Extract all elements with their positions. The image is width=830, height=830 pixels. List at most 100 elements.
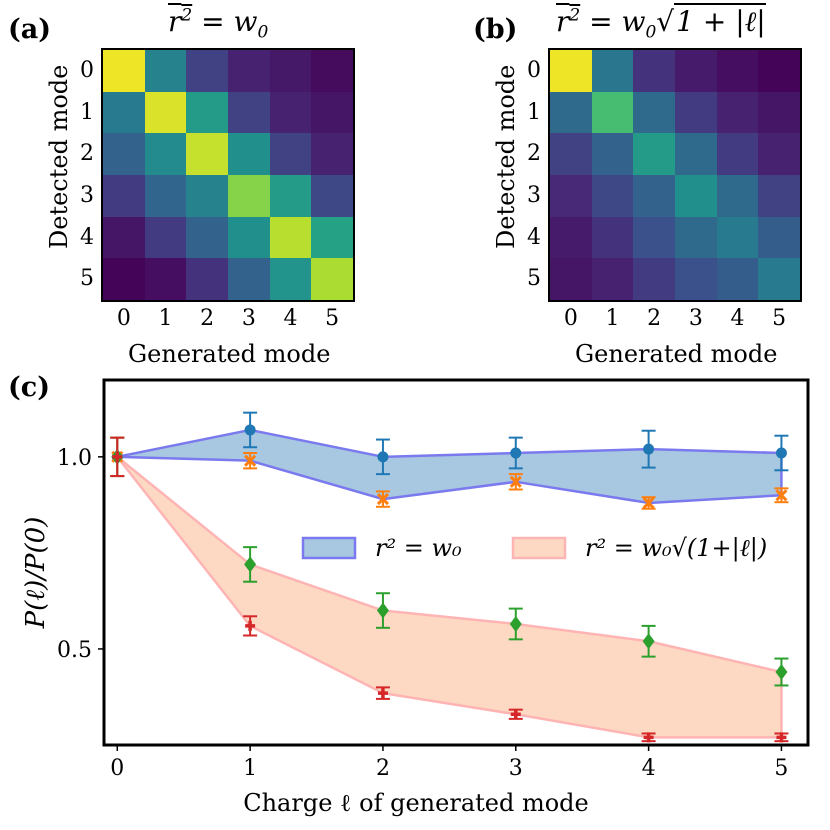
x-tick-label: 0	[110, 756, 124, 781]
heatmap-a-cell-0-3	[228, 50, 270, 92]
heatmap-b-cell-1-2	[633, 91, 675, 134]
blue-upper-point	[244, 424, 256, 436]
heatmap-a-cell-1-2	[186, 91, 228, 134]
heatmap-a-cell-4-0	[103, 216, 145, 259]
heatmap-b-xtick: 2	[647, 306, 662, 331]
heatmap-b-cell-5-5	[758, 258, 800, 300]
red-lower-point	[112, 451, 123, 462]
heatmap-b-cell-1-1	[591, 91, 634, 134]
heatmap-b-cell-0-4	[716, 50, 759, 92]
heatmap-a-cell-4-2	[186, 216, 228, 259]
heatmap-a-title: r2 = w0	[168, 5, 269, 43]
heatmap-b-title: r2 = w0√1 + |ℓ|	[556, 3, 766, 43]
heatmap-b-xtick: 1	[605, 306, 620, 331]
heatmap-a-cell-5-5	[311, 258, 353, 300]
heatmap-a-cell-2-2	[186, 133, 228, 175]
heatmap-a-cell-2-1	[144, 133, 187, 175]
heatmap-b-xtick: 0	[563, 306, 578, 331]
x-tick-label: 2	[376, 756, 390, 781]
heatmap-a-cell-2-4	[269, 133, 312, 175]
heatmap-a-cell-4-1	[144, 216, 187, 259]
heatmap-a-cell-1-4	[269, 91, 312, 134]
heatmap-b-cell-1-0	[550, 91, 592, 134]
orange-lower-point	[775, 489, 788, 502]
heatmap-b-cell-2-3	[675, 133, 717, 175]
y-tick-label: 0.5	[57, 638, 92, 663]
orange-lower-point	[376, 493, 390, 506]
heatmap-b-cell-3-0	[550, 175, 592, 217]
orange-lower-point	[509, 475, 522, 488]
heatmap-a-cell-1-0	[103, 91, 145, 134]
heatmap-a-ytick: 3	[80, 182, 94, 208]
heatmap-b-ytick: 1	[527, 99, 541, 125]
heatmap-b-cell-4-4	[716, 216, 759, 259]
heatmap-a-cell-4-3	[228, 216, 270, 259]
x-tick-label: 1	[243, 756, 257, 781]
heatmap-a-ytick: 5	[80, 266, 94, 292]
heatmap-a-xtick: 4	[283, 306, 298, 331]
heatmap-b-xtick: 4	[730, 306, 745, 331]
heatmap-a-cell-1-1	[144, 91, 187, 134]
heatmap-a-cell-5-3	[228, 258, 270, 300]
plot-frame	[102, 378, 810, 747]
legend-swatch-1	[511, 536, 567, 560]
heatmap-b	[548, 48, 802, 302]
heatmap-a-xtick: 2	[200, 306, 215, 331]
heatmap-b-cell-1-4	[716, 91, 759, 134]
red-lower-point	[510, 709, 521, 720]
red-lower-point	[643, 732, 654, 743]
heatmap-b-ytick: 5	[527, 266, 541, 292]
panel-c-label: (c)	[8, 372, 50, 403]
x-tick-label: 3	[509, 756, 523, 781]
green-upper-point	[244, 556, 257, 573]
band-1	[116, 455, 783, 739]
heatmap-b-cell-2-5	[758, 133, 800, 175]
heatmap-b-cell-3-3	[675, 175, 717, 217]
heatmap-b-cell-2-4	[716, 133, 759, 175]
red-lower-point	[776, 732, 787, 743]
heatmap-b-cell-0-2	[633, 50, 675, 92]
orange-lower-point	[244, 454, 257, 467]
heatmap-b-cell-4-2	[633, 216, 675, 259]
red-lower-point	[245, 620, 256, 631]
heatmap-a-cell-3-4	[269, 175, 312, 217]
heatmap-b-cell-1-3	[675, 91, 717, 134]
heatmap-b-cell-3-1	[591, 175, 634, 217]
heatmap-b-cell-2-1	[591, 133, 634, 175]
heatmap-a-cell-2-0	[103, 133, 145, 175]
heatmap-b-cell-2-2	[633, 133, 675, 175]
heatmap-a-cell-3-1	[144, 175, 187, 217]
heatmap-b-cell-2-0	[550, 133, 592, 175]
heatmap-a-cell-3-2	[186, 175, 228, 217]
x-tick-label: 4	[642, 756, 656, 781]
heatmap-a-xtick: 3	[241, 306, 256, 331]
heatmap-a-xtick: 5	[325, 306, 340, 331]
heatmap-b-cell-4-0	[550, 216, 592, 259]
heatmap-b-cell-4-5	[758, 216, 800, 259]
heatmap-a-ytick: 1	[80, 99, 94, 125]
green-upper-point	[642, 633, 655, 650]
heatmap-a-ylabel: Detected mode	[45, 64, 73, 249]
heatmap-a-cell-3-3	[228, 175, 270, 217]
heatmap-a-cell-5-4	[269, 258, 312, 300]
heatmap-a-ytick: 2	[80, 141, 94, 167]
heatmap-b-cell-0-5	[758, 50, 800, 92]
legend-swatch-0	[301, 536, 357, 560]
x-tick-label: 5	[774, 756, 788, 781]
heatmap-b-xlabel: Generated mode	[575, 340, 778, 368]
heatmap-a	[101, 48, 355, 302]
heatmap-a-cell-1-5	[311, 91, 353, 134]
heatmap-a-ytick: 0	[80, 57, 94, 83]
heatmap-b-xtick: 5	[772, 306, 787, 331]
blue-upper-point	[775, 447, 787, 459]
heatmap-b-cell-0-0	[550, 50, 592, 92]
heatmap-a-cell-3-5	[311, 175, 353, 217]
heatmap-b-ylabel: Detected mode	[492, 64, 520, 249]
heatmap-a-cell-0-4	[269, 50, 312, 92]
heatmap-b-cell-5-4	[716, 258, 759, 300]
y-tick-label: 1.0	[57, 446, 92, 471]
x-axis-label: Charge ℓ of generated mode	[243, 789, 589, 817]
blue-upper-point	[377, 451, 389, 463]
heatmap-b-cell-5-0	[550, 258, 592, 300]
band-0	[116, 428, 783, 505]
